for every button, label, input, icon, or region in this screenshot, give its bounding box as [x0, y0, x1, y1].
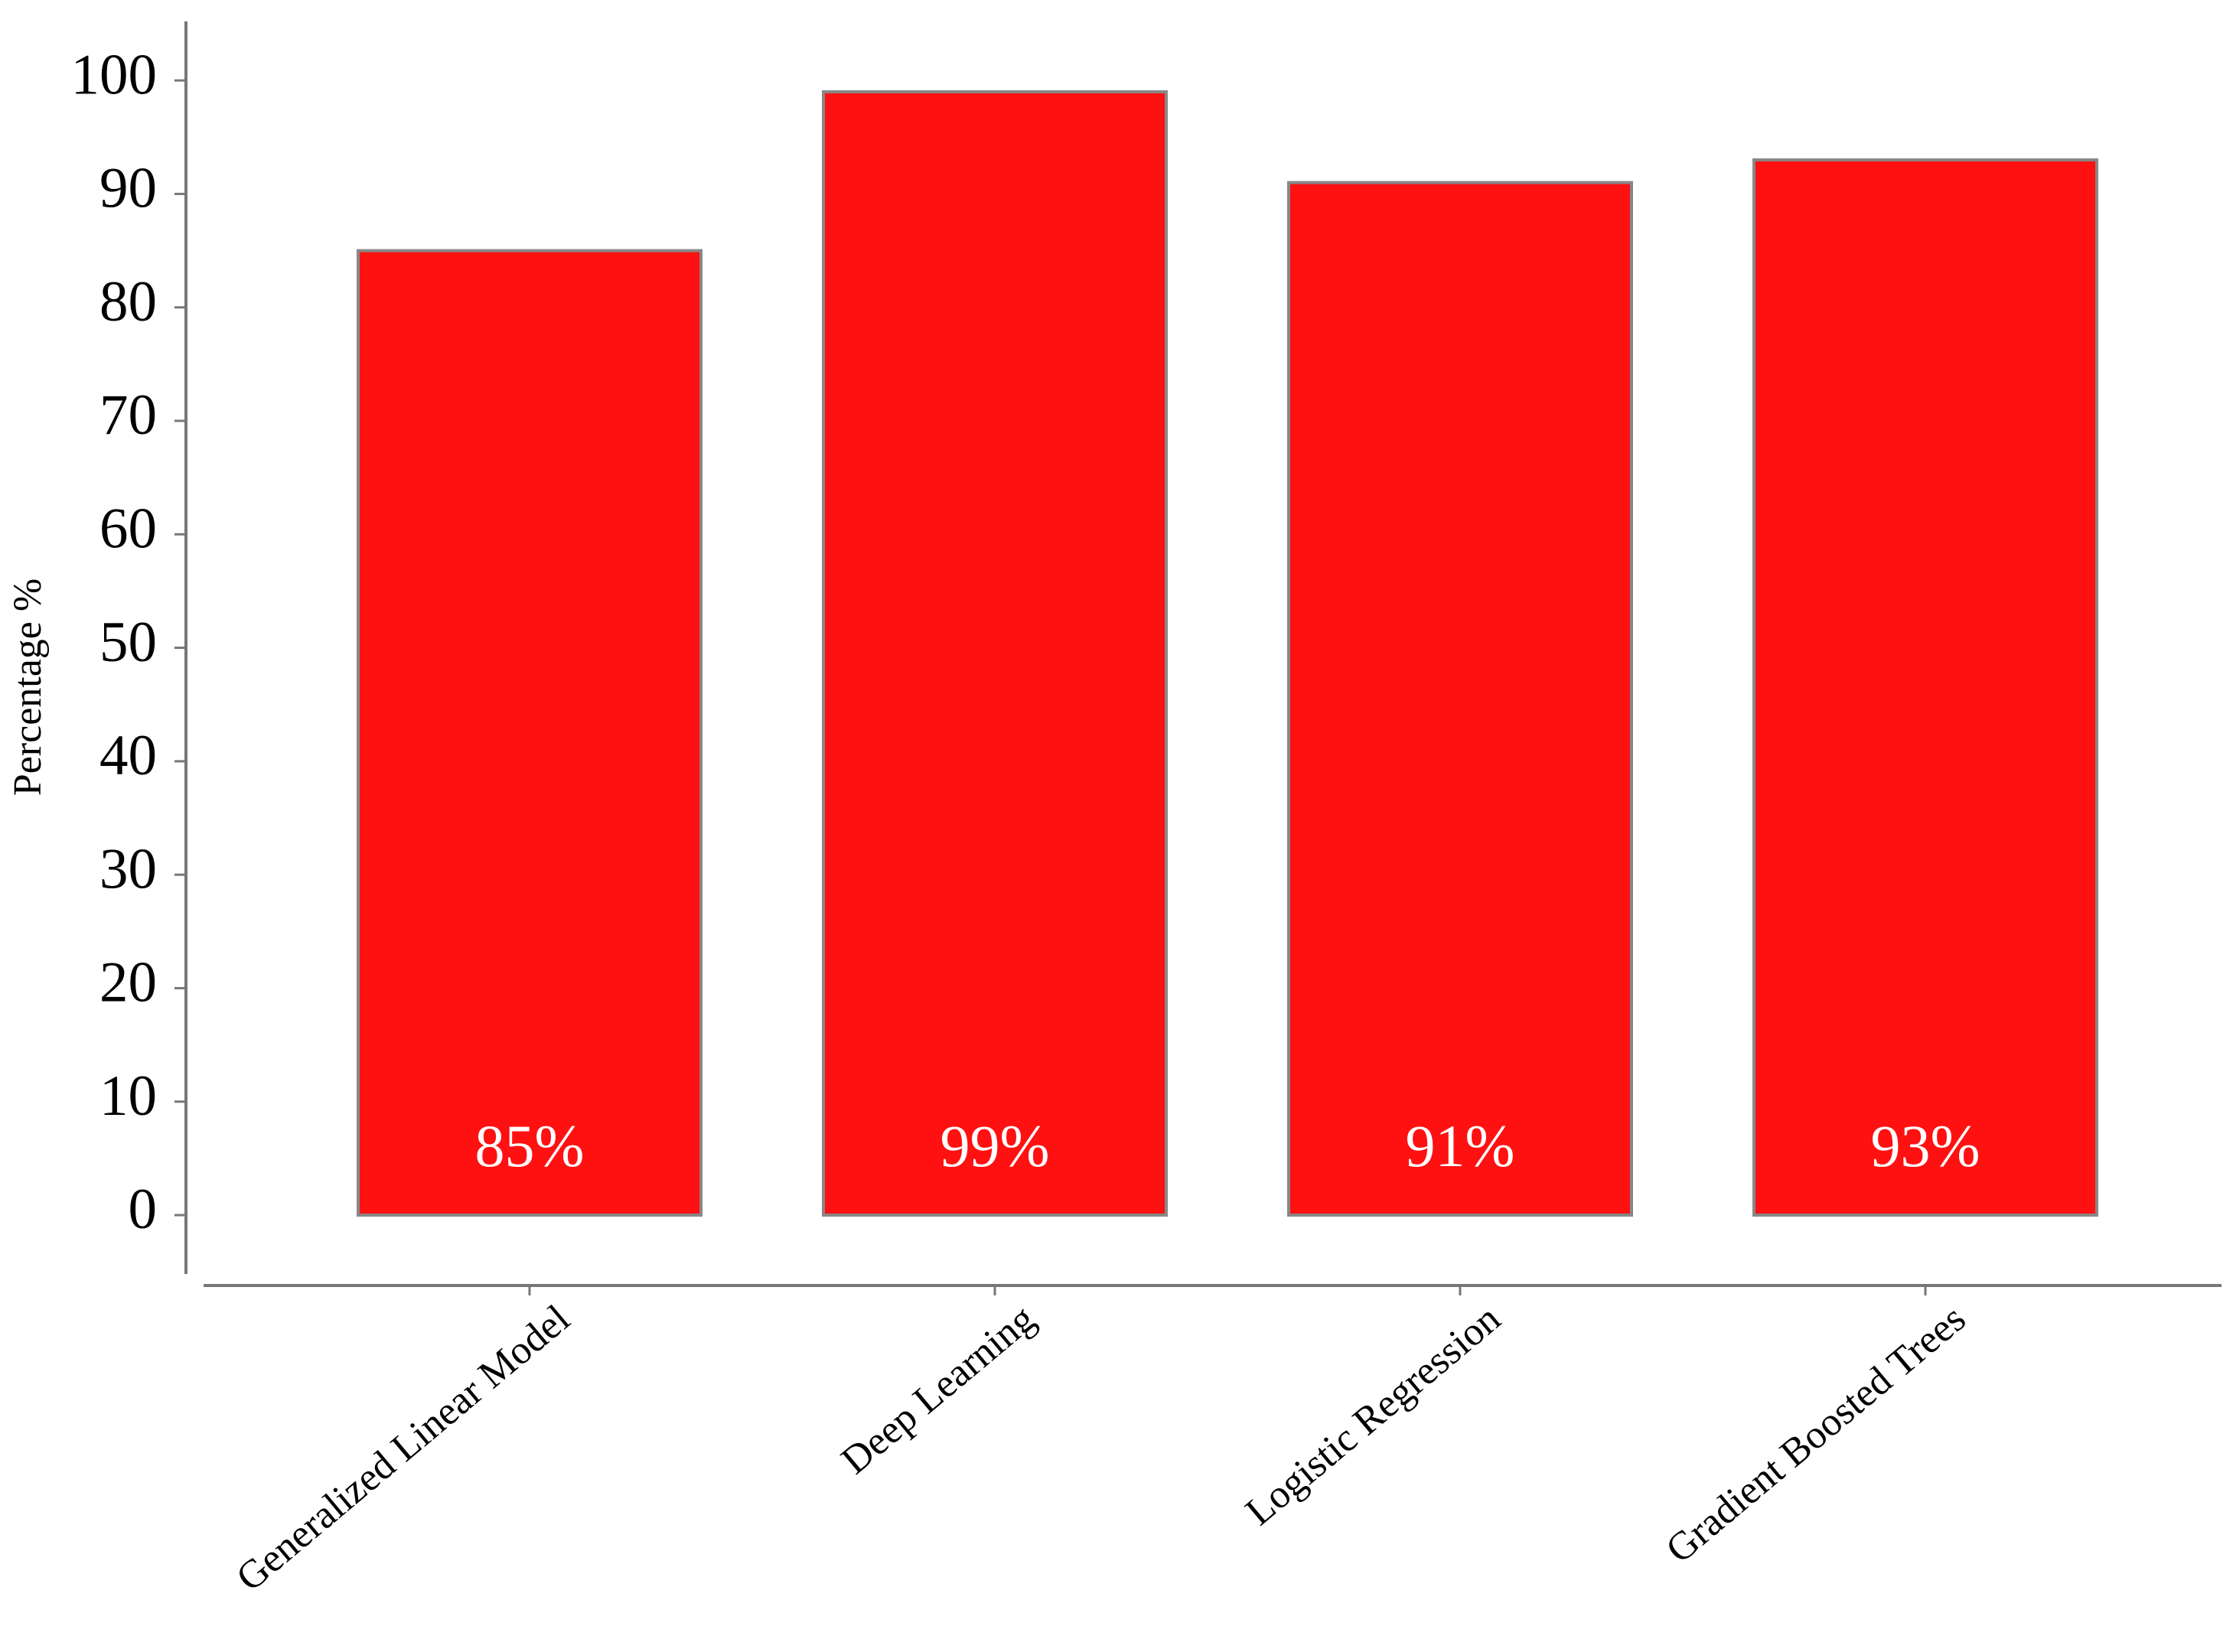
x-tick-label: Generalized Linear Model: [228, 1297, 578, 1600]
x-tick-label: Gradient Boosted Trees: [1658, 1297, 1974, 1572]
x-tick-label: Deep Learning: [833, 1297, 1043, 1483]
x-tick-label: Logistic Regression: [1237, 1297, 1508, 1534]
y-tick-label: 100: [71, 43, 158, 106]
y-tick-label: 30: [99, 837, 157, 901]
y-tick-label: 0: [129, 1178, 158, 1241]
y-tick-label: 90: [99, 157, 157, 220]
value-label: 85%: [475, 1113, 585, 1179]
y-tick-label: 20: [99, 951, 157, 1015]
y-tick-label: 60: [99, 497, 157, 561]
y-tick-label: 50: [99, 611, 157, 674]
bar: [1287, 181, 1633, 1217]
y-tick-label: 10: [99, 1064, 157, 1128]
bar: [1752, 158, 2098, 1217]
value-label: 91%: [1406, 1113, 1515, 1179]
y-tick-label: 70: [99, 383, 157, 447]
value-label: 93%: [1871, 1113, 1980, 1179]
bar: [357, 249, 702, 1217]
value-label: 99%: [940, 1113, 1050, 1179]
y-axis-label: Percentage %: [6, 578, 50, 796]
y-tick-label: 80: [99, 270, 157, 334]
y-tick-label: 40: [99, 724, 157, 787]
bar: [822, 90, 1168, 1217]
